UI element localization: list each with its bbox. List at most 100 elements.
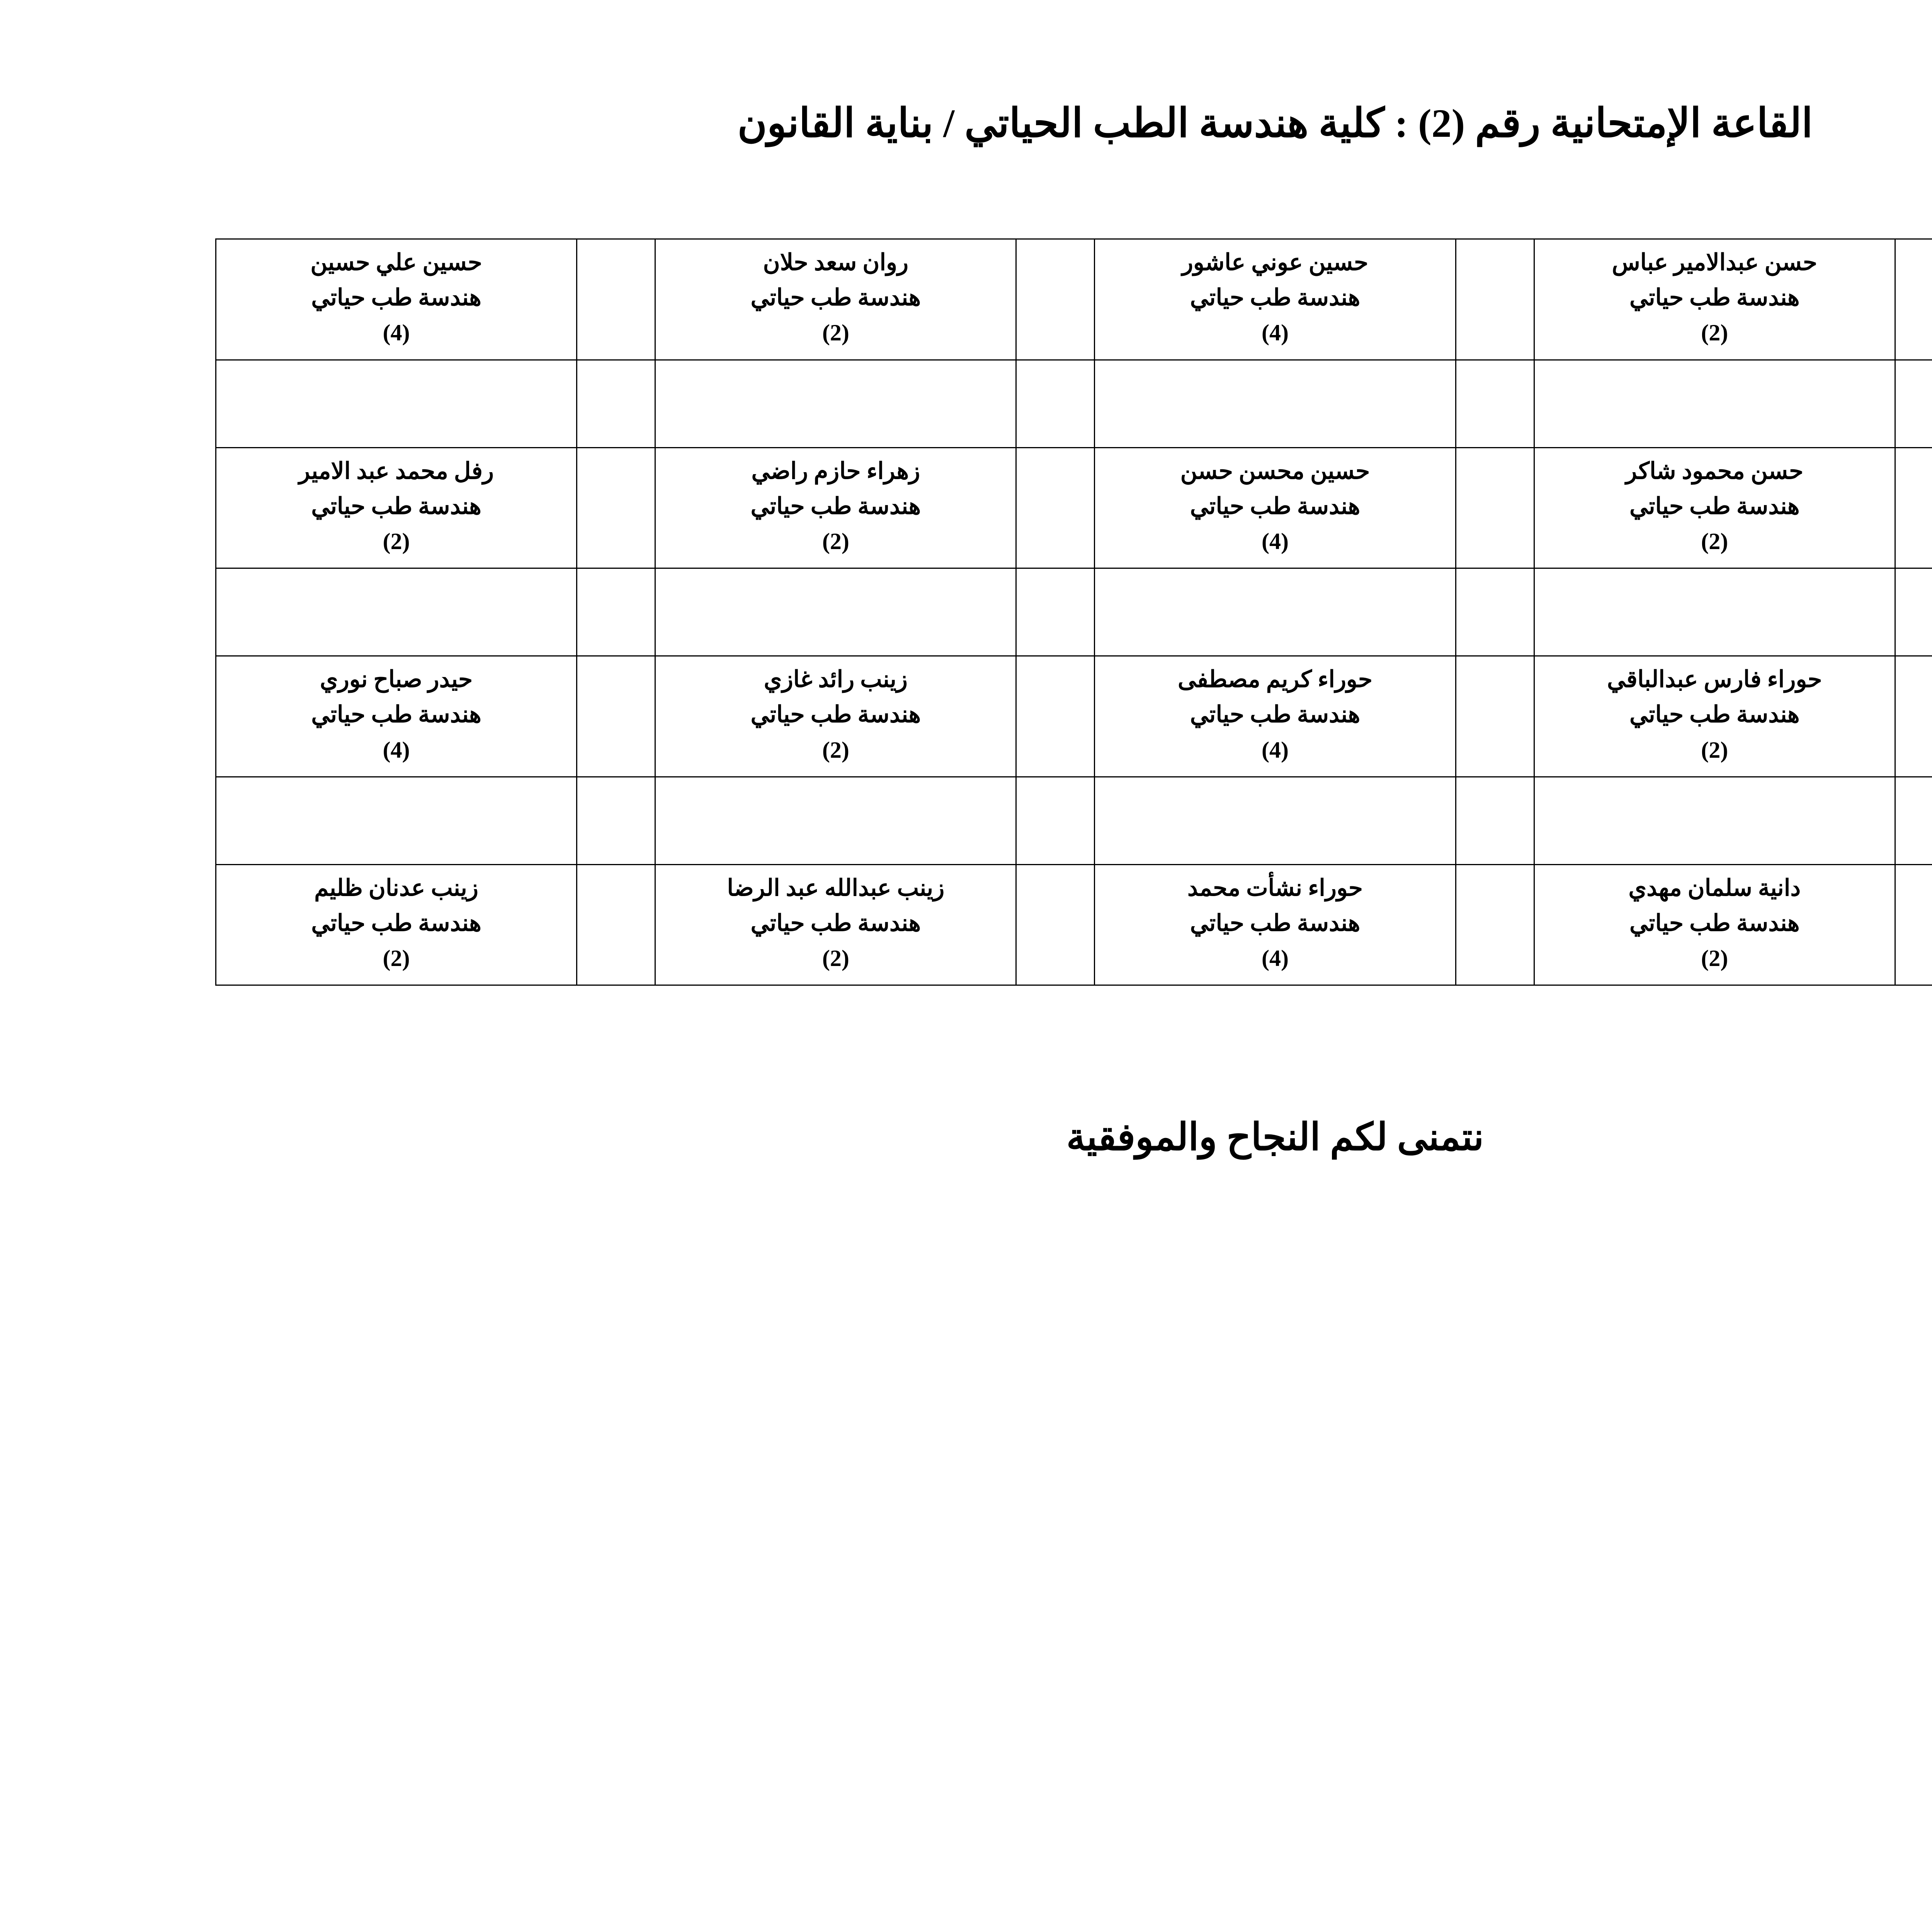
seat-cell[interactable]: حوراء نشأت محمد هندسة طب حياتي (4) [476,864,837,985]
student-group: (4) [485,733,828,768]
aisle-cell [0,656,37,777]
spacer-cell [37,777,398,864]
aisle-cell [837,656,916,777]
spacer-cell [37,360,398,447]
student-department: هندسة طب حياتي [1364,280,1707,315]
aisle-cell [398,864,476,985]
student-group: (4) [1364,524,1707,559]
seat-row: حسام مرتضى جواد هندسة طب حياتي (4) حسن محم… [0,447,1716,568]
seat-cell[interactable]: حسين عوني عاشور هندسة طب حياتي (4) [476,239,837,360]
spacer-cell [476,777,837,864]
spacer-cell [0,360,37,447]
spacer-cell [916,360,1277,447]
student-name: حوراء نشأت محمد [485,871,828,906]
seating-table-wrap: تبارك قاسم جواد هندسة طب حياتي (4) حسن عبد… [0,238,1717,986]
student-department: هندسة طب حياتي [1364,697,1707,732]
aisle-cell [1277,864,1355,985]
student-name: حوراء كريم مصطفى [485,662,828,697]
aisle-cell [398,447,476,568]
student-name: زينب رائد غازي [46,662,389,697]
spacer-cell [1277,777,1355,864]
student-department: هندسة طب حياتي [46,280,389,315]
seat-cell[interactable]: حسن محمود شاكر هندسة طب حياتي (2) [916,447,1277,568]
student-group: (2) [46,941,389,976]
student-department: هندسة طب حياتي [1364,489,1707,524]
seat-cell[interactable]: حوراء كريم مصطفى هندسة طب حياتي (4) [476,656,837,777]
student-name: زهراء حازم راضي [46,454,389,489]
student-name: حوراء فارس عبدالباقي [925,662,1268,697]
spacer-cell [398,360,476,447]
spacer-cell [837,568,916,656]
student-department: هندسة طب حياتي [46,489,389,524]
aisle-cell [1277,447,1355,568]
seat-cell[interactable]: حسن هيثم موسى هندسة طب حياتي (4) [1355,656,1716,777]
seat-cell[interactable]: حسام مرتضى جواد هندسة طب حياتي (4) [1355,447,1716,568]
student-name: حسين عوني عاشور [485,245,828,280]
student-name: حسام مرتضى جواد [1364,454,1707,489]
spacer-cell [1277,360,1355,447]
student-group: (4) [485,315,828,350]
spacer-cell [476,360,837,447]
seat-cell[interactable]: زهراء حازم راضي هندسة طب حياتي (2) [37,447,398,568]
student-group: (2) [925,941,1268,976]
seat-cell[interactable]: تبارك قاسم جواد هندسة طب حياتي (4) [1355,239,1716,360]
student-name: حسن محمود شاكر [925,454,1268,489]
student-group: (4) [1364,941,1707,976]
aisle-cell [0,864,37,985]
student-name: زينب عبدالله عبد الرضا [46,871,389,906]
student-name: حسن هيثم موسى [1364,662,1707,697]
aisle-cell [0,447,37,568]
student-group: (4) [1364,315,1707,350]
student-group: (2) [925,524,1268,559]
student-name: حسين احمد رجب [1364,871,1707,906]
seat-cell[interactable]: دانية سلمان مهدي هندسة طب حياتي (2) [916,864,1277,985]
seat-cell[interactable]: حسين محسن حسن هندسة طب حياتي (4) [476,447,837,568]
student-department: هندسة طب حياتي [485,280,828,315]
student-department: هندسة طب حياتي [1364,906,1707,941]
seat-row: حسن هيثم موسى هندسة طب حياتي (4) حوراء فار… [0,656,1716,777]
seat-cell[interactable]: زينب رائد غازي هندسة طب حياتي (2) [37,656,398,777]
seat-cell[interactable]: زينب عبدالله عبد الرضا هندسة طب حياتي (2) [37,864,398,985]
student-department: هندسة طب حياتي [925,906,1268,941]
spacer-cell [1277,568,1355,656]
spacer-row [0,568,1716,656]
student-name: حسن عبدالامير عباس [925,245,1268,280]
footer-note: نتمنى لكم النجاح والموفقية [448,1113,866,1162]
student-group: (2) [46,315,389,350]
aisle-cell [1277,656,1355,777]
footer-block: نتمنى لكم النجاح والموفقية [0,1113,1932,1162]
student-department: هندسة طب حياتي [925,489,1268,524]
aisle-cell [398,656,476,777]
aisle-cell [0,239,37,360]
student-name: روان سعد حلان [46,245,389,280]
spacer-cell [476,568,837,656]
seat-row: تبارك قاسم جواد هندسة طب حياتي (4) حسن عبد… [0,239,1716,360]
student-department: هندسة طب حياتي [485,906,828,941]
seating-table: تبارك قاسم جواد هندسة طب حياتي (4) حسن عبد… [0,238,1717,986]
student-name: حسين محسن حسن [485,454,828,489]
student-group: (2) [925,733,1268,768]
spacer-cell [837,360,916,447]
seat-cell[interactable]: حسين احمد رجب هندسة طب حياتي (4) [1355,864,1716,985]
seat-cell[interactable]: روان سعد حلان هندسة طب حياتي (2) [37,239,398,360]
student-group: (4) [1364,733,1707,768]
student-name: تبارك قاسم جواد [1364,245,1707,280]
student-group: (2) [46,524,389,559]
spacer-cell [916,568,1277,656]
seat-cell[interactable]: حوراء فارس عبدالباقي هندسة طب حياتي (2) [916,656,1277,777]
seating-table-body: تبارك قاسم جواد هندسة طب حياتي (4) حسن عبد… [0,239,1716,985]
aisle-cell [1277,239,1355,360]
student-group: (2) [925,315,1268,350]
aisle-cell [837,864,916,985]
student-name: دانية سلمان مهدي [925,871,1268,906]
spacer-cell [37,568,398,656]
student-group: (4) [485,941,828,976]
document-page: القاعة الإمتحانية رقم (2) : كلية هندسة ا… [0,0,1932,1932]
student-department: هندسة طب حياتي [485,697,828,732]
spacer-cell [398,777,476,864]
spacer-cell [1355,777,1716,864]
student-department: هندسة طب حياتي [46,906,389,941]
seat-cell[interactable]: حسن عبدالامير عباس هندسة طب حياتي (2) [916,239,1277,360]
title-block: القاعة الإمتحانية رقم (2) : كلية هندسة ا… [0,0,1932,149]
student-department: هندسة طب حياتي [46,697,389,732]
